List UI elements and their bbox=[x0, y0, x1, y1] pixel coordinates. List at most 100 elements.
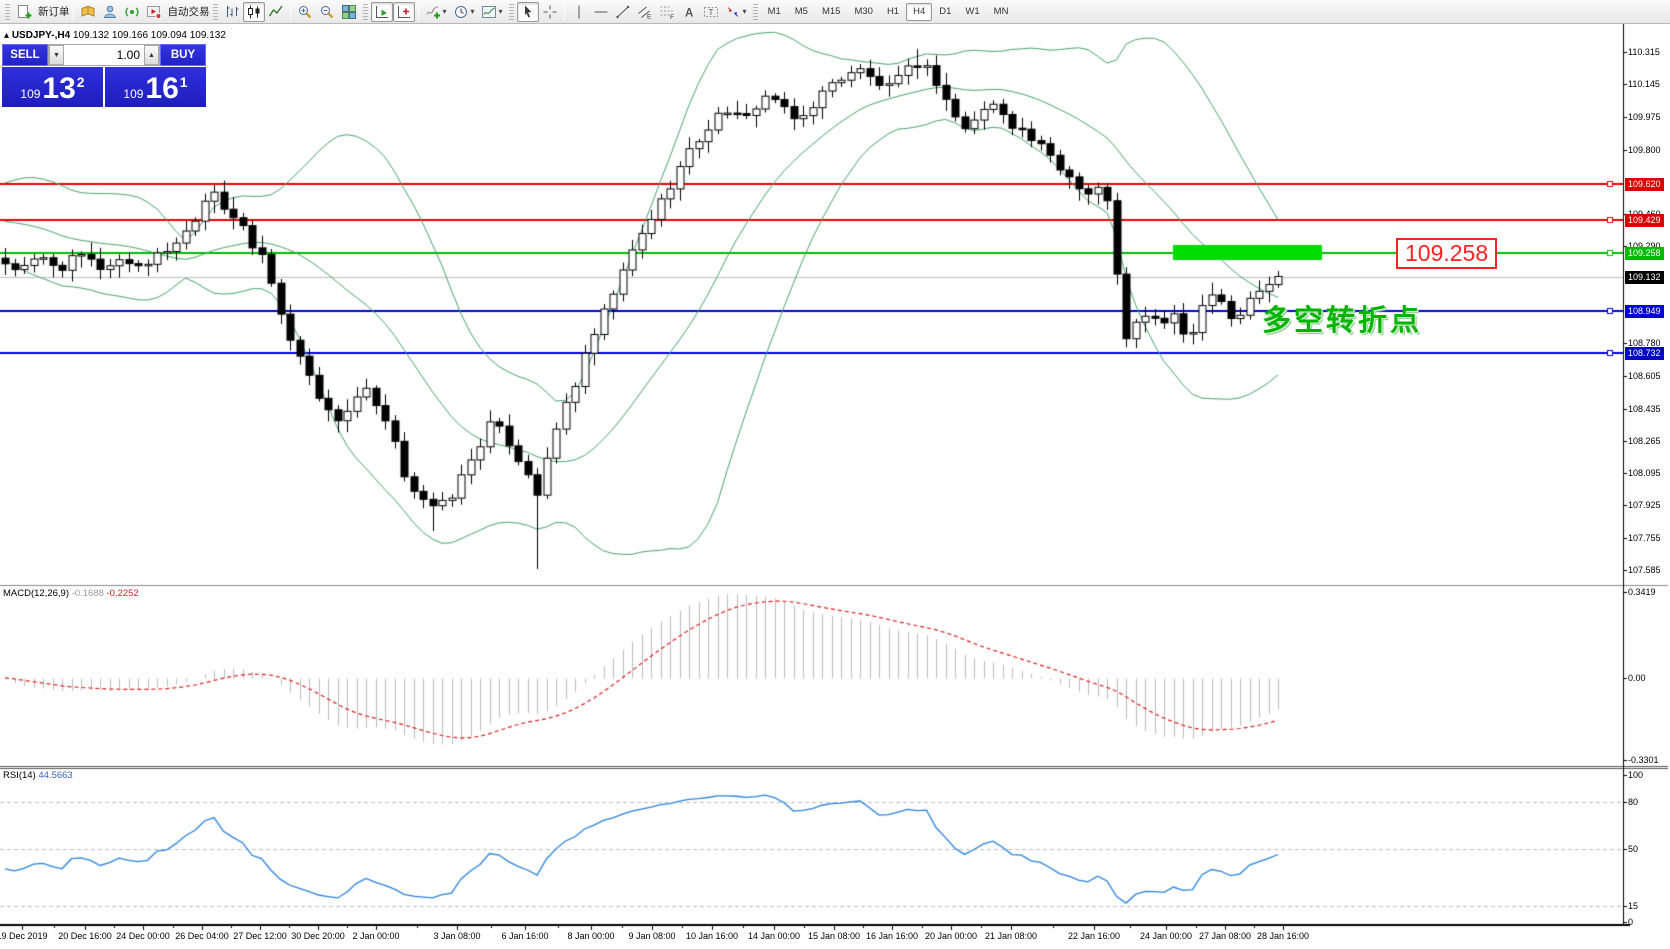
candle-chart-button[interactable] bbox=[242, 1, 265, 22]
price-axis-tick: 107.925 bbox=[1628, 500, 1661, 510]
price-axis-tick: 109.800 bbox=[1628, 145, 1661, 155]
hline-price-tag[interactable]: 109.620 bbox=[1625, 177, 1664, 191]
time-axis-label: 9 Jan 08:00 bbox=[628, 931, 676, 941]
symbol-info-bar: ▴ USDJPY-,H4 109.132 109.166 109.094 109… bbox=[4, 30, 226, 41]
signals-button[interactable] bbox=[121, 2, 143, 22]
buy-button[interactable]: BUY bbox=[160, 44, 206, 66]
macd-signal-value: -0.2252 bbox=[106, 588, 139, 599]
mql-editor-icon bbox=[80, 4, 96, 20]
zoom-in-button[interactable] bbox=[294, 2, 316, 22]
time-axis-label: 22 Jan 16:00 bbox=[1067, 931, 1121, 941]
volume-down-button[interactable]: ▼ bbox=[49, 45, 64, 65]
time-axis-label: 20 Dec 16:00 bbox=[58, 931, 112, 941]
crosshair-button[interactable] bbox=[539, 2, 561, 22]
zoom-in-icon bbox=[297, 4, 313, 20]
time-axis-label: 8 Jan 00:00 bbox=[567, 931, 615, 941]
volume-input[interactable] bbox=[64, 45, 144, 65]
turning-point-annotation[interactable]: 多空转折点 bbox=[1262, 305, 1423, 337]
symbol-quotes: 109.132 109.166 109.094 109.132 bbox=[72, 30, 226, 41]
price-axis-tick: 108.265 bbox=[1628, 436, 1661, 446]
sell-price-big: 13 bbox=[42, 72, 76, 105]
rsi-axis-tick: 0 bbox=[1628, 917, 1634, 927]
rsi-axis-tick: 100 bbox=[1628, 770, 1644, 780]
timeframe-m5-button[interactable]: M5 bbox=[794, 6, 808, 17]
chart-area[interactable] bbox=[0, 24, 1670, 949]
hline-button[interactable] bbox=[590, 2, 612, 22]
timeframe-h4-button[interactable]: H4 bbox=[906, 2, 933, 21]
chart-shift-button[interactable] bbox=[392, 1, 415, 22]
price-callout-label[interactable]: 109.258 bbox=[1396, 238, 1498, 269]
bar-chart-button[interactable] bbox=[221, 2, 243, 22]
community-button[interactable] bbox=[99, 2, 121, 22]
hline-price-tag[interactable]: 108.732 bbox=[1625, 346, 1664, 360]
label-button[interactable]: T bbox=[700, 2, 722, 22]
volume-up-button[interactable]: ▲ bbox=[144, 45, 159, 65]
hline-icon bbox=[593, 4, 609, 20]
auto-trading-button[interactable] bbox=[143, 2, 165, 22]
vline-icon bbox=[571, 4, 587, 20]
sell-price-sup: 2 bbox=[76, 74, 85, 90]
price-axis-tick: 110.145 bbox=[1628, 79, 1660, 89]
channel-button[interactable]: E bbox=[634, 2, 656, 22]
timeframe-h1-button[interactable]: H1 bbox=[886, 6, 900, 17]
price-axis-tick: 108.095 bbox=[1628, 468, 1661, 478]
cursor-button[interactable] bbox=[516, 1, 539, 22]
auto-trading-button-label[interactable]: 自动交易 bbox=[167, 6, 210, 18]
mql-editor-button[interactable] bbox=[77, 2, 99, 22]
periods-icon bbox=[453, 4, 469, 20]
macd-main-value: -0.1688 bbox=[71, 588, 104, 599]
time-axis-label: 24 Jan 00:00 bbox=[1139, 931, 1193, 941]
timeframe-d1-button[interactable]: D1 bbox=[939, 6, 952, 17]
price-axis-tick: 108.435 bbox=[1628, 404, 1661, 414]
price-axis-tick: 109.290 bbox=[1628, 241, 1661, 251]
timeframe-m1-button[interactable]: M1 bbox=[767, 6, 781, 17]
time-axis-label: 14 Jan 00:00 bbox=[747, 931, 801, 941]
buy-price-display[interactable]: 109 16 1 bbox=[105, 67, 206, 107]
timeframe-mn-button[interactable]: MN bbox=[993, 6, 1009, 17]
hline-price-tag[interactable]: 108.949 bbox=[1625, 304, 1664, 318]
new-order-button[interactable] bbox=[13, 2, 35, 22]
rsi-axis-tick: 80 bbox=[1628, 797, 1639, 807]
time-axis-label: 24 Dec 00:00 bbox=[116, 931, 170, 941]
arrows-button[interactable]: ▾ bbox=[722, 2, 750, 22]
timeframe-m30-button[interactable]: M30 bbox=[854, 6, 873, 17]
time-axis-label: 21 Jan 08:00 bbox=[984, 931, 1038, 941]
hline-price-tag[interactable]: 109.258 bbox=[1625, 246, 1664, 260]
timeframe-m15-button[interactable]: M15 bbox=[821, 6, 841, 17]
auto-scroll-button[interactable] bbox=[370, 1, 393, 22]
community-icon bbox=[102, 4, 118, 20]
templates-icon bbox=[481, 4, 497, 20]
time-axis-label: 3 Jan 08:00 bbox=[433, 931, 481, 941]
time-axis-label: 2 Jan 00:00 bbox=[352, 931, 400, 941]
fibo-button[interactable]: F bbox=[656, 2, 678, 22]
vline-button[interactable] bbox=[568, 2, 590, 22]
periods-button[interactable]: ▾ bbox=[450, 2, 478, 22]
bar-chart-icon bbox=[224, 4, 240, 20]
dropdown-arrow-icon[interactable]: ▾ bbox=[742, 7, 747, 16]
buy-price-sup: 1 bbox=[179, 74, 188, 90]
trendline-button[interactable] bbox=[612, 2, 634, 22]
dropdown-arrow-icon[interactable]: ▾ bbox=[498, 7, 503, 16]
zoom-out-button[interactable] bbox=[316, 2, 338, 22]
timeframe-w1-button[interactable]: W1 bbox=[965, 6, 980, 17]
cursor-icon bbox=[520, 4, 536, 20]
templates-button[interactable]: ▾ bbox=[478, 2, 506, 22]
tile-windows-button[interactable] bbox=[338, 2, 360, 22]
collapse-panel-icon[interactable]: ▴ bbox=[4, 30, 10, 41]
text-icon: A bbox=[681, 4, 697, 20]
line-chart-button[interactable] bbox=[265, 2, 287, 22]
indicators-button[interactable]: ▾ bbox=[422, 2, 450, 22]
signals-icon bbox=[124, 4, 140, 20]
dropdown-arrow-icon[interactable]: ▾ bbox=[442, 7, 447, 16]
text-button[interactable]: A bbox=[678, 2, 700, 22]
one-click-trading-panel: SELL ▼ ▲ BUY 109 13 2 109 16 1 bbox=[2, 44, 206, 107]
fibo-icon: F bbox=[659, 4, 675, 20]
sell-button[interactable]: SELL bbox=[2, 44, 48, 66]
price-axis-tick: 107.585 bbox=[1628, 565, 1661, 575]
hline-price-tag[interactable]: 109.429 bbox=[1625, 213, 1664, 227]
arrows-icon bbox=[725, 4, 741, 20]
macd-axis-tick: 0.3419 bbox=[1628, 587, 1656, 597]
dropdown-arrow-icon[interactable]: ▾ bbox=[470, 7, 475, 16]
sell-price-display[interactable]: 109 13 2 bbox=[2, 67, 103, 107]
new-order-button-label[interactable]: 新订单 bbox=[38, 6, 70, 18]
